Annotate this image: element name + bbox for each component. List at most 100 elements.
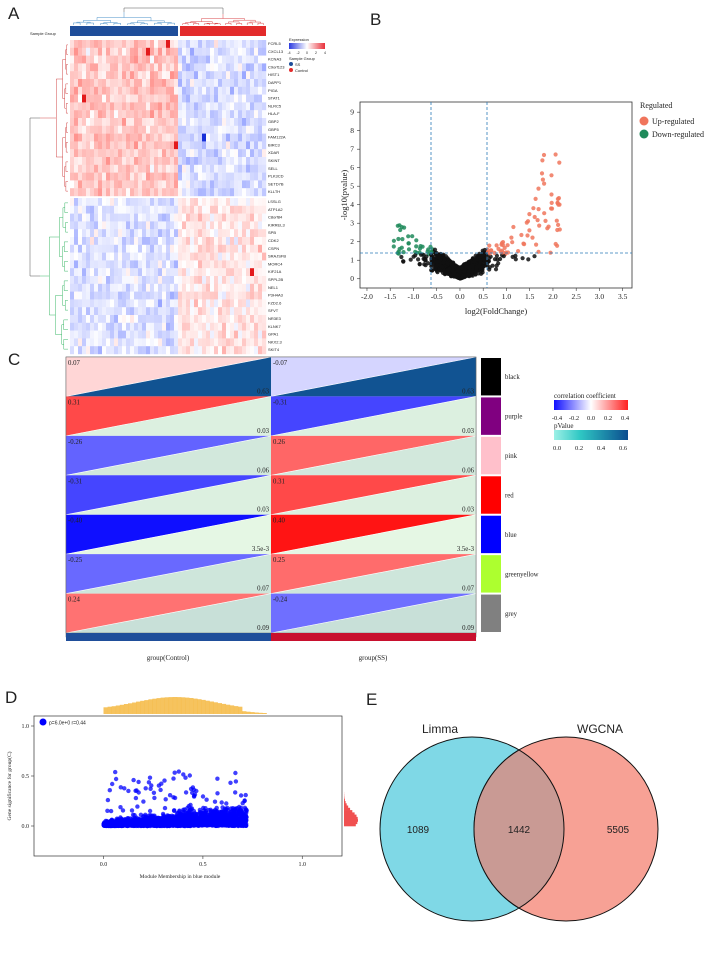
scatter-top-histogram-bar: [217, 703, 222, 714]
heatmap-cell: [254, 346, 259, 355]
heatmap-cell: [162, 102, 167, 111]
heatmap-cell: [126, 198, 131, 206]
heatmap-cell: [166, 172, 171, 181]
heatmap-cell: [190, 237, 195, 245]
heatmap-cell: [210, 141, 215, 150]
heatmap-cell: [258, 47, 263, 56]
module-swatch-purple: [481, 397, 501, 435]
heatmap-cell: [242, 71, 247, 80]
heatmap-cell: [202, 94, 207, 103]
heatmap-cell: [130, 164, 135, 173]
heatmap-cell: [174, 188, 179, 197]
volcano-x-tick-label: 2.5: [572, 292, 582, 301]
heatmap-cell: [86, 276, 91, 284]
volcano-point: [417, 261, 422, 267]
heatmap-cell: [238, 40, 243, 48]
heatmap-cell: [246, 79, 251, 87]
heatmap-cell: [78, 141, 83, 150]
heatmap-legend-tick: -4: [287, 51, 290, 55]
heatmap-cell: [246, 172, 251, 181]
heatmap-cell: [98, 307, 103, 316]
heatmap-cell: [110, 79, 115, 87]
heatmap-cell: [190, 40, 195, 48]
heatmap-cell: [78, 94, 83, 103]
heatmap-cell: [206, 283, 211, 292]
heatmap-cell: [202, 322, 207, 331]
heatmap-cell: [174, 322, 179, 331]
heatmap-cell: [114, 94, 119, 103]
heatmap-cell: [150, 125, 155, 134]
heatmap-cell: [174, 299, 179, 308]
heatmap-cell: [98, 141, 103, 150]
heatmap-cell: [102, 268, 107, 277]
heatmap-cell: [214, 346, 219, 355]
heatmap-cell: [210, 346, 215, 355]
heatmap-cell: [234, 164, 239, 173]
heatmap-gene-label: NEL1: [268, 285, 279, 290]
module-trait-cell-divider: [270, 435, 477, 476]
heatmap-cell: [194, 291, 199, 300]
heatmap-cell: [114, 338, 119, 347]
heatmap-cell: [110, 229, 115, 238]
heatmap-cell: [74, 110, 79, 119]
heatmap-cell: [230, 260, 235, 269]
heatmap-cell: [250, 315, 255, 323]
heatmap-cell: [210, 164, 215, 173]
heatmap-cell: [110, 141, 115, 150]
heatmap-cell: [146, 125, 151, 134]
heatmap-cell: [130, 307, 135, 316]
heatmap-cell: [130, 268, 135, 277]
volcano-point: [510, 240, 515, 245]
heatmap-cell: [118, 260, 123, 269]
heatmap-cell: [258, 330, 263, 339]
heatmap-cell: [86, 157, 91, 165]
heatmap-cell: [94, 180, 99, 189]
heatmap-cell: [258, 268, 263, 277]
heatmap-cell: [74, 291, 79, 300]
heatmap-cell: [138, 291, 143, 300]
heatmap-cell: [182, 180, 187, 189]
heatmap-cell: [126, 283, 131, 292]
heatmap-cell: [90, 252, 95, 261]
heatmap-cell: [230, 198, 235, 206]
heatmap-cell: [166, 213, 171, 222]
heatmap-cell: [194, 125, 199, 134]
heatmap-cell: [162, 172, 167, 181]
heatmap-cell: [70, 260, 75, 269]
heatmap-cell: [90, 149, 95, 158]
volcano-point: [419, 252, 424, 257]
heatmap-cell: [74, 283, 79, 292]
volcano-point: [432, 264, 437, 269]
heatmap-cell: [138, 330, 143, 339]
heatmap-cell: [214, 63, 219, 72]
heatmap-cell: [218, 40, 223, 48]
heatmap-cell: [190, 244, 195, 253]
heatmap-cell: [122, 276, 127, 284]
heatmap-cell: [262, 229, 267, 238]
volcano-point: [456, 265, 461, 270]
heatmap-cell: [238, 315, 243, 323]
heatmap-cell: [178, 260, 183, 269]
heatmap-cell: [134, 164, 139, 173]
heatmap-cell: [94, 86, 99, 95]
heatmap-cell: [98, 102, 103, 111]
module-trait-corr-value: 0.31: [273, 478, 285, 485]
heatmap-cell: [70, 346, 75, 355]
heatmap-cell: [182, 118, 187, 126]
heatmap-cell: [138, 307, 143, 316]
heatmap-cell: [262, 110, 267, 119]
heatmap-cell: [254, 322, 259, 331]
heatmap-cell: [78, 125, 83, 134]
heatmap-cell: [226, 307, 231, 316]
heatmap-cell: [218, 188, 223, 197]
heatmap-cell: [126, 276, 131, 284]
heatmap-cell: [98, 55, 103, 64]
heatmap-cell: [142, 338, 147, 347]
heatmap-cell: [158, 268, 163, 277]
volcano-point: [391, 238, 396, 243]
corr-legend-tick: 0.2: [604, 415, 612, 422]
heatmap-cell: [134, 141, 139, 150]
heatmap-cell: [150, 198, 155, 206]
heatmap-cell: [222, 157, 227, 165]
heatmap-cell: [154, 213, 159, 222]
